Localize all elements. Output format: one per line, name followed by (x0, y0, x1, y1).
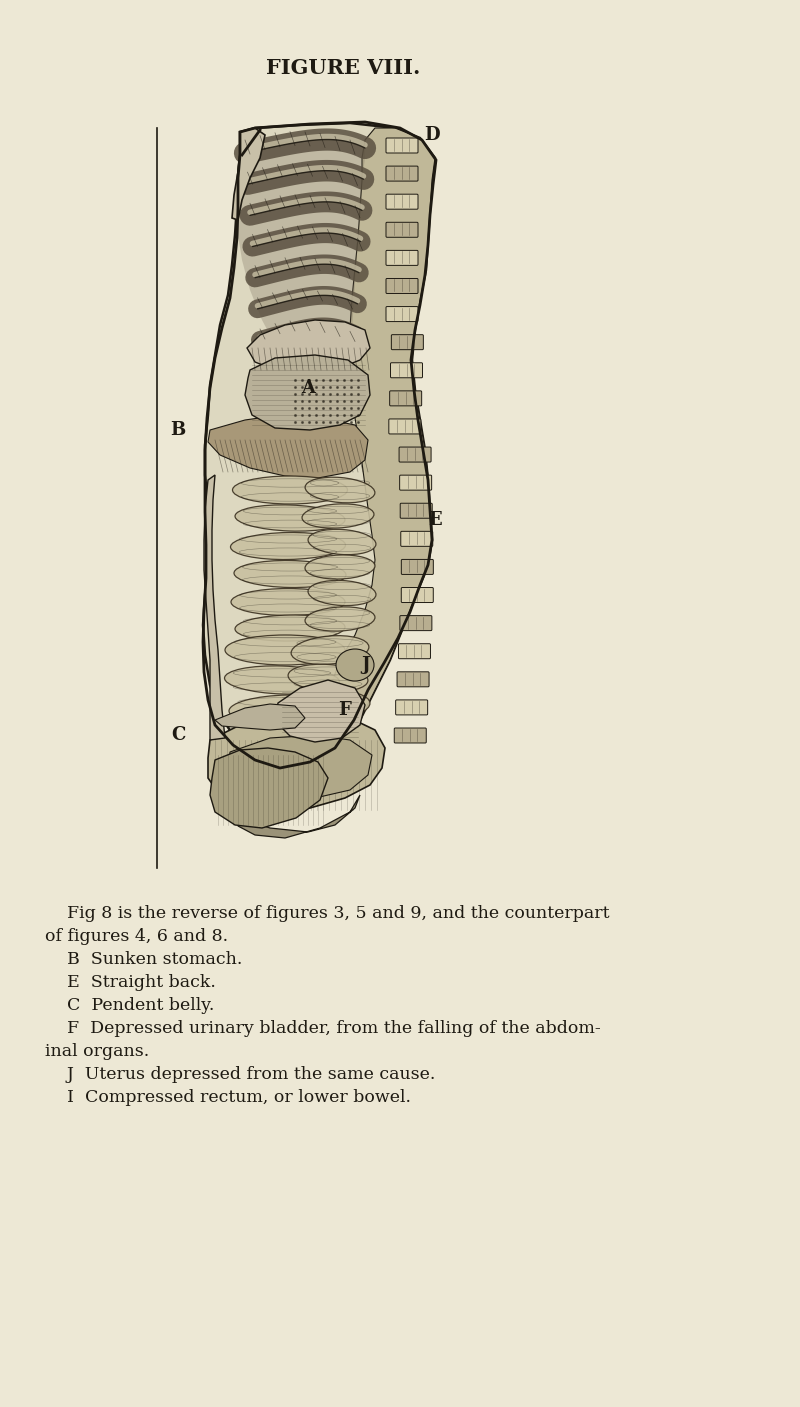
Ellipse shape (225, 666, 339, 694)
Text: I  Compressed rectum, or lower bowel.: I Compressed rectum, or lower bowel. (45, 1089, 411, 1106)
Polygon shape (238, 795, 360, 839)
Ellipse shape (308, 529, 376, 554)
FancyBboxPatch shape (391, 335, 423, 350)
FancyBboxPatch shape (400, 616, 432, 630)
FancyBboxPatch shape (399, 447, 431, 461)
FancyBboxPatch shape (397, 671, 429, 687)
FancyBboxPatch shape (390, 363, 422, 377)
Polygon shape (232, 128, 265, 219)
Polygon shape (203, 122, 435, 765)
FancyBboxPatch shape (386, 194, 418, 210)
Polygon shape (228, 734, 372, 798)
Ellipse shape (294, 691, 370, 719)
Polygon shape (210, 749, 328, 827)
FancyBboxPatch shape (386, 279, 418, 294)
Text: J  Uterus depressed from the same cause.: J Uterus depressed from the same cause. (45, 1067, 435, 1083)
FancyBboxPatch shape (390, 391, 422, 405)
Polygon shape (215, 704, 305, 730)
Polygon shape (204, 476, 225, 740)
FancyBboxPatch shape (394, 727, 426, 743)
Text: inal organs.: inal organs. (45, 1043, 150, 1059)
Polygon shape (245, 355, 370, 431)
Ellipse shape (235, 505, 345, 530)
FancyBboxPatch shape (398, 644, 430, 658)
Polygon shape (237, 141, 365, 355)
Text: C  Pendent belly.: C Pendent belly. (45, 998, 214, 1014)
Ellipse shape (308, 581, 376, 605)
Ellipse shape (305, 554, 375, 580)
FancyBboxPatch shape (400, 476, 432, 490)
Ellipse shape (230, 532, 346, 560)
Polygon shape (208, 715, 385, 812)
Text: J: J (361, 656, 370, 674)
FancyBboxPatch shape (386, 250, 418, 266)
FancyBboxPatch shape (402, 560, 434, 574)
Polygon shape (247, 319, 370, 371)
Ellipse shape (235, 615, 345, 642)
FancyBboxPatch shape (386, 138, 418, 153)
Ellipse shape (291, 719, 369, 747)
Text: F: F (338, 701, 351, 719)
Ellipse shape (229, 695, 347, 725)
Text: E  Straight back.: E Straight back. (45, 974, 216, 991)
FancyBboxPatch shape (386, 222, 418, 238)
FancyBboxPatch shape (400, 504, 432, 518)
FancyBboxPatch shape (386, 307, 418, 322)
Text: D: D (424, 127, 440, 144)
Ellipse shape (231, 588, 345, 615)
Ellipse shape (225, 635, 345, 666)
Polygon shape (208, 415, 368, 478)
FancyBboxPatch shape (402, 588, 434, 602)
Text: F  Depressed urinary bladder, from the falling of the abdom-: F Depressed urinary bladder, from the fa… (45, 1020, 601, 1037)
Ellipse shape (305, 477, 375, 502)
Ellipse shape (234, 560, 346, 588)
Polygon shape (274, 680, 365, 741)
Ellipse shape (302, 504, 374, 528)
Ellipse shape (288, 664, 368, 692)
Ellipse shape (233, 476, 347, 504)
Ellipse shape (305, 606, 375, 632)
Text: B  Sunken stomach.: B Sunken stomach. (45, 951, 242, 968)
Text: B: B (170, 421, 186, 439)
Ellipse shape (291, 636, 369, 664)
Text: C: C (171, 726, 185, 744)
FancyBboxPatch shape (386, 166, 418, 182)
Text: E: E (428, 511, 442, 529)
Ellipse shape (235, 726, 345, 754)
Text: Fig 8 is the reverse of figures 3, 5 and 9, and the counterpart: Fig 8 is the reverse of figures 3, 5 and… (45, 905, 610, 922)
Ellipse shape (336, 649, 374, 681)
FancyBboxPatch shape (401, 532, 433, 546)
FancyBboxPatch shape (389, 419, 421, 433)
FancyBboxPatch shape (396, 699, 428, 715)
Text: FIGURE VIII.: FIGURE VIII. (266, 58, 420, 77)
Polygon shape (330, 128, 435, 720)
Text: of figures 4, 6 and 8.: of figures 4, 6 and 8. (45, 929, 228, 946)
Text: A: A (301, 378, 315, 397)
